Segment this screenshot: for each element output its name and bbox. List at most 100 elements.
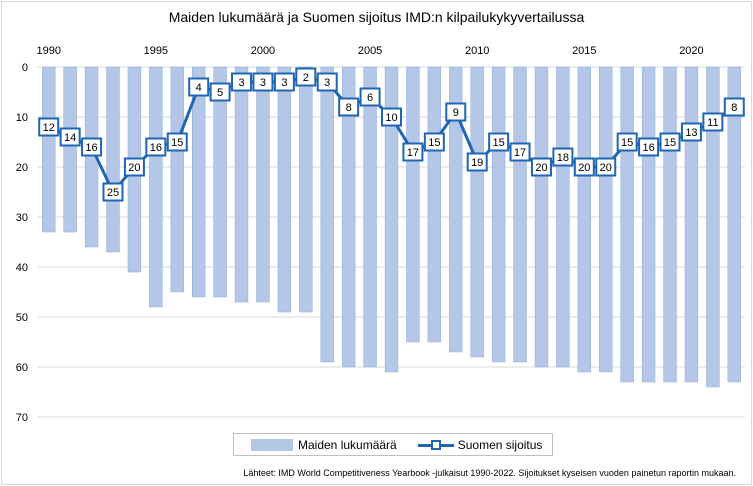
bar	[213, 66, 227, 298]
point-marker	[81, 137, 103, 157]
bar	[170, 66, 184, 293]
bar	[406, 66, 420, 343]
data-label: 19	[471, 157, 483, 169]
point-marker	[102, 182, 124, 202]
data-label: 8	[346, 102, 352, 114]
data-labels: 12 14 16 25 20 16 15 4 5 3 3 3 2 3 8 6 10 17 15 9 19 15 17 20 18…	[43, 72, 738, 199]
point-marker	[466, 152, 488, 172]
point-marker	[209, 82, 231, 102]
data-label: 9	[453, 107, 459, 119]
data-label: 16	[642, 142, 654, 154]
bar	[513, 66, 527, 363]
legend-item-line: Suomen sijoitus	[397, 437, 543, 452]
data-label: 12	[43, 122, 55, 134]
point-marker	[509, 142, 531, 162]
bar	[727, 66, 741, 383]
y-tick-label: 60	[16, 362, 28, 374]
point-marker	[423, 132, 445, 152]
point-marker	[273, 72, 295, 92]
chart-title: Maiden lukumäärä ja Suomen sijoitus IMD:…	[168, 9, 585, 25]
bar	[663, 66, 677, 383]
bar	[149, 66, 163, 308]
data-label: 3	[238, 77, 244, 89]
bar	[449, 66, 463, 353]
bar	[363, 66, 377, 368]
data-label: 25	[107, 187, 119, 199]
bar	[384, 66, 399, 373]
bar	[556, 66, 570, 368]
point-marker	[723, 97, 745, 117]
data-label: 8	[731, 102, 737, 114]
data-label: 10	[385, 112, 397, 124]
bar	[427, 66, 442, 343]
data-label: 15	[664, 137, 676, 149]
data-label: 18	[557, 152, 569, 164]
point-marker	[680, 122, 702, 142]
point-marker	[295, 67, 317, 87]
point-marker	[188, 77, 210, 97]
data-label: 3	[324, 77, 330, 89]
data-label: 4	[196, 82, 202, 94]
bar	[234, 66, 249, 303]
x-tick-label: 1995	[144, 45, 168, 57]
y-tick-label: 40	[16, 262, 28, 274]
point-marker	[252, 72, 274, 92]
point-marker	[552, 147, 574, 167]
y-tick-label: 70	[16, 412, 28, 424]
point-marker	[659, 132, 681, 152]
point-marker	[595, 157, 617, 177]
legend-label-line: Suomen sijoitus	[457, 437, 543, 452]
point-marker	[231, 72, 253, 92]
data-label: 20	[600, 162, 612, 174]
data-label: 16	[85, 142, 97, 154]
y-tick-label: 10	[16, 112, 28, 124]
point-marker	[530, 157, 552, 177]
bar	[491, 66, 506, 363]
point-marker	[702, 112, 724, 132]
data-label: 17	[407, 147, 419, 159]
legend-bar-swatch	[251, 438, 293, 451]
bar	[470, 66, 484, 358]
data-label: 20	[535, 162, 547, 174]
y-tick-label: 50	[16, 312, 28, 324]
point-marker	[488, 132, 510, 152]
data-label: 20	[578, 162, 590, 174]
point-marker	[166, 132, 188, 152]
x-tick-label: 2000	[251, 45, 275, 57]
data-label: 17	[514, 147, 526, 159]
data-label: 20	[128, 162, 140, 174]
point-marker	[573, 157, 595, 177]
legend-line-swatch	[417, 439, 454, 451]
bar	[599, 66, 613, 373]
legend: Maiden lukumäärä Suomen sijoitus	[233, 433, 553, 456]
point-marker	[123, 157, 145, 177]
x-tick-label: 2010	[465, 45, 489, 57]
data-label: 14	[64, 132, 76, 144]
point-marker	[338, 97, 360, 117]
data-label: 3	[260, 77, 266, 89]
bar	[256, 66, 270, 303]
y-tick-label: 0	[22, 62, 28, 74]
point-marker	[145, 137, 167, 157]
point-marker	[316, 72, 338, 92]
bar	[620, 66, 634, 383]
x-tick-label: 1990	[36, 45, 60, 57]
line-series	[38, 67, 745, 202]
bar	[63, 66, 77, 233]
bar	[641, 66, 656, 383]
legend-label-bars: Maiden lukumäärä	[298, 437, 397, 452]
source-note: Lähteet: IMD World Competitiveness Yearb…	[243, 468, 736, 478]
legend-item-bars: Maiden lukumäärä	[234, 438, 397, 452]
point-marker	[359, 87, 381, 107]
data-label: 6	[367, 92, 373, 104]
bar	[341, 66, 356, 368]
bar	[577, 66, 591, 373]
data-label: 15	[492, 137, 504, 149]
point-marker	[445, 102, 467, 122]
bar	[106, 66, 120, 253]
x-tick-label: 2015	[572, 45, 596, 57]
bar	[277, 66, 292, 313]
x-tick-label: 2005	[358, 45, 382, 57]
point-marker	[638, 137, 660, 157]
